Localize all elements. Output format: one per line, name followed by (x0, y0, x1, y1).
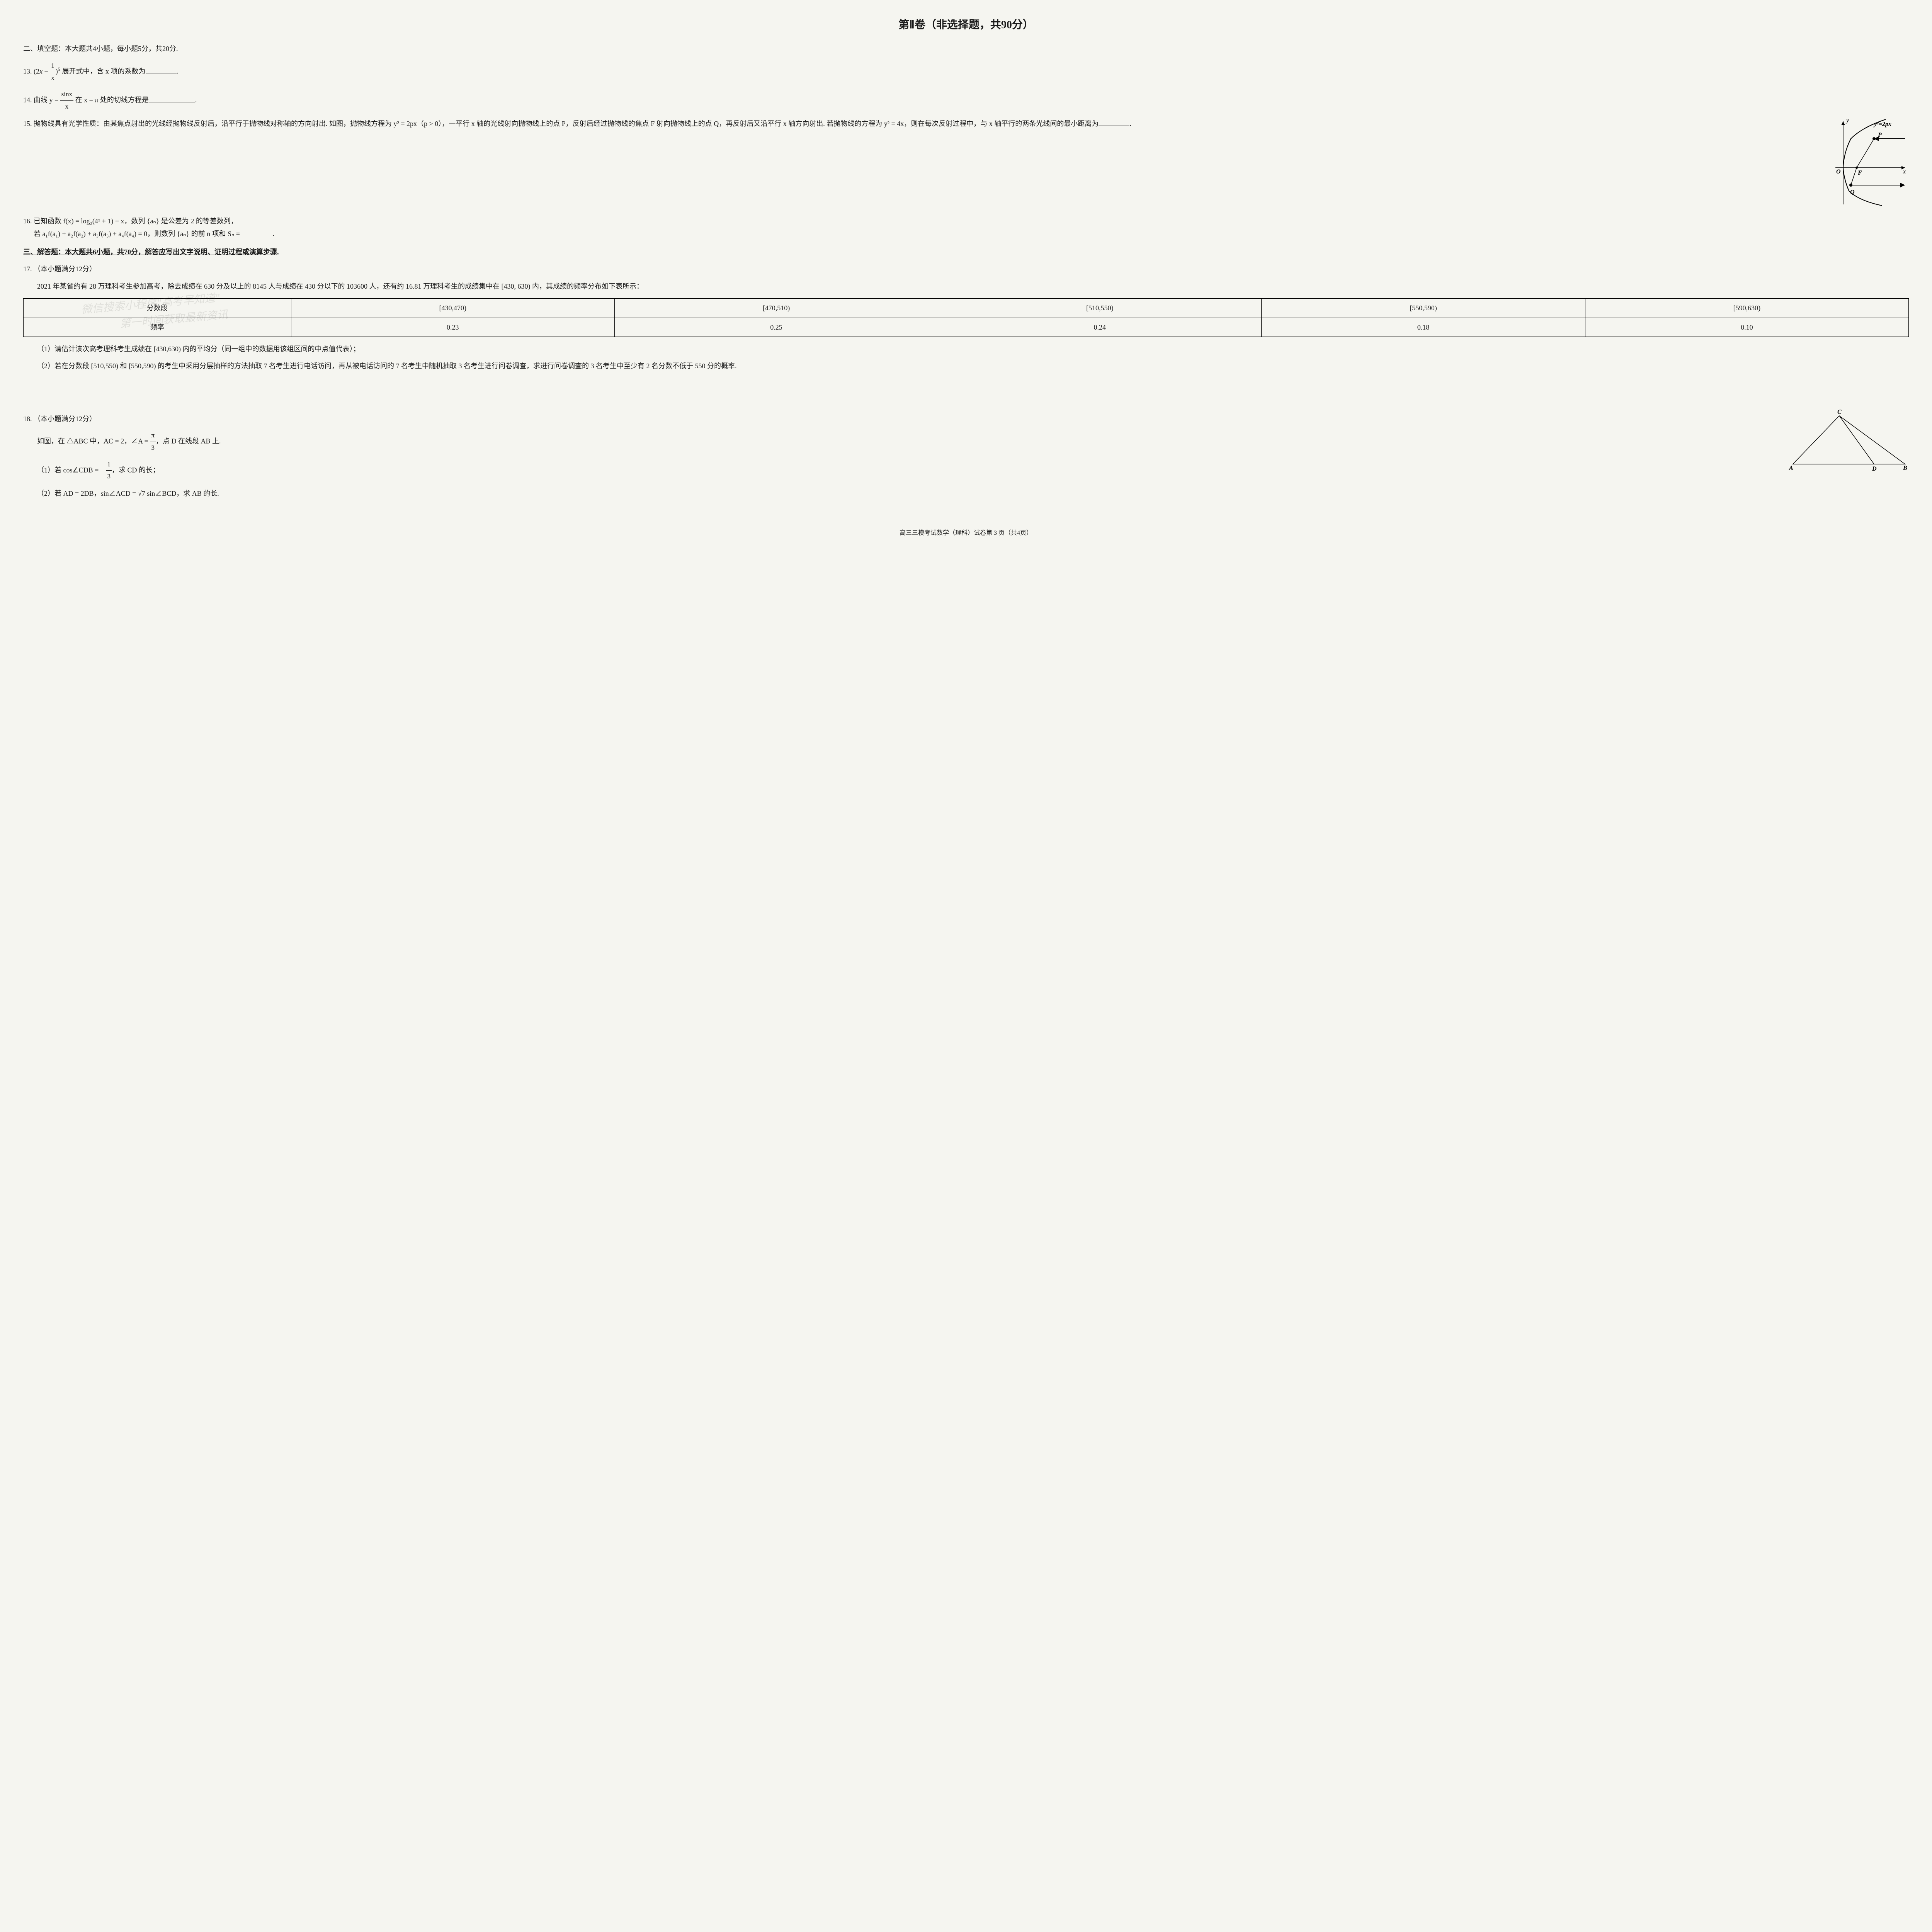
q18-intro: 如图，在 △ABC 中，AC = 2，∠A = π3，点 D 在线段 AB 上. (37, 430, 1777, 454)
q14-text1: 在 x = π 处的切线方程是 (73, 96, 149, 104)
q17-table: 分数段 [430,470) [470,510) [510,550) [550,5… (23, 298, 1909, 337)
col-4: [590,630) (1585, 299, 1908, 318)
parabola-svg: y x P F Q O y²=2px (1824, 117, 1909, 206)
q15-blank (1099, 117, 1129, 126)
q14-frac-num: sinx (60, 88, 74, 101)
q18-header: 18. （本小题满分12分） (23, 413, 1777, 425)
q18-intro-p2: ，点 D 在线段 AB 上. (156, 437, 221, 445)
col-3: [550,590) (1262, 299, 1585, 318)
q18-fig-B: B (1903, 465, 1907, 471)
q13-text: 展开式中，含 x 项的系数为 (60, 67, 146, 75)
q18-fig-A: A (1789, 465, 1793, 471)
q14-label: 14. 曲线 y = (23, 96, 60, 104)
q15-fig-x: x (1903, 168, 1906, 175)
q13-var: x (39, 67, 43, 75)
q15-fig-P: P (1878, 132, 1882, 138)
page-title: 第Ⅱ卷（非选择题，共90分） (23, 15, 1909, 35)
q13-frac-num: 1 (50, 60, 56, 72)
question-17-header: 17. （本小题满分12分） (23, 263, 1909, 275)
q14-frac-den: x (60, 101, 74, 113)
q18-sub1: （1）若 cos∠CDB = − 13，求 CD 的长； (37, 459, 1777, 483)
q15-fig-O: O (1836, 168, 1841, 175)
question-14: 14. 曲线 y = sinxx 在 x = π 处的切线方程是. (23, 88, 1909, 113)
q15-fig-eq: y²=2px (1873, 121, 1891, 128)
q17-sub1: （1）请估计该次高考理科考生成绩在 [430,630) 内的平均分（同一组中的数… (23, 343, 1909, 355)
page-footer: 高三三模考试数学（理科）试卷第 3 页（共4页） (23, 528, 1909, 539)
table-row: 频率 0.23 0.25 0.24 0.18 0.10 (24, 318, 1909, 337)
col-2: [510,550) (938, 299, 1262, 318)
col-0: [430,470) (291, 299, 614, 318)
table-row: 分数段 [430,470) [470,510) [510,550) [550,5… (24, 299, 1909, 318)
q15-fig-y: y (1845, 117, 1849, 124)
q15-text-wrap: 15. 抛物线具有光学性质：由其焦点射出的光线经抛物线反射后，沿平行于抛物线对称… (23, 117, 1818, 130)
q13-blank (146, 65, 177, 74)
question-15: 15. 抛物线具有光学性质：由其焦点射出的光线经抛物线反射后，沿平行于抛物线对称… (23, 117, 1909, 210)
q18-sub1-p1: （1）若 cos∠CDB = − (37, 466, 106, 474)
q15-text: 15. 抛物线具有光学性质：由其焦点射出的光线经抛物线反射后，沿平行于抛物线对称… (23, 120, 1099, 128)
col-1: [470,510) (614, 299, 938, 318)
q18-frac-num: π (150, 430, 156, 442)
section2-header: 二、填空题：本大题共4小题，每小题5分，共20分. (23, 43, 1909, 55)
q18-sub1-p2: ，求 CD 的长； (112, 466, 160, 474)
q16-text1: 16. 已知函数 f(x) = log₂(4ˣ + 1) − x，数列 {aₙ}… (23, 215, 1909, 227)
q18-sub1-frac: 13 (106, 459, 112, 483)
q13-frac-den: x (50, 72, 56, 84)
q13-label: 13. (2 (23, 67, 39, 75)
section3-header: 三、解答题：本大题共6小题，共70分，解答应写出文字说明、证明过程或演算步骤. (23, 246, 1909, 258)
question-18: 18. （本小题满分12分） 如图，在 △ABC 中，AC = 2，∠A = π… (23, 408, 1909, 505)
q16-blank (242, 228, 272, 236)
q14-period: . (195, 96, 197, 104)
q18-intro-p1: 如图，在 △ABC 中，AC = 2，∠A = (37, 437, 150, 445)
q18-fig-C: C (1837, 409, 1842, 415)
q18-fig-D: D (1872, 466, 1877, 472)
q13-minus: − (43, 67, 50, 75)
q18-sub1-frac-num: 1 (106, 459, 112, 471)
q14-frac: sinxx (60, 88, 74, 113)
triangle-svg: A B C D (1785, 408, 1909, 474)
q15-fig-Q: Q (1850, 189, 1855, 196)
q18-sub2: （2）若 AD = 2DB，sin∠ACD = √7 sin∠BCD，求 AB … (37, 487, 1777, 500)
freq-2: 0.24 (938, 318, 1262, 337)
q18-sub1-frac-den: 3 (106, 471, 112, 483)
q17-intro: 2021 年某省约有 28 万理科考生参加高考，除去成绩在 630 分及以上的 … (23, 280, 1909, 293)
question-13: 13. (2x − 1x)5 展开式中，含 x 项的系数为. (23, 60, 1909, 84)
q18-figure: A B C D (1785, 408, 1909, 478)
q16-text2: 若 a₁f(a₁) + a₂f(a₂) + a₃f(a₃) + a₄f(a₄) … (34, 230, 242, 238)
freq-4: 0.10 (1585, 318, 1908, 337)
q13-period: . (177, 67, 179, 75)
q15-figure: y x P F Q O y²=2px (1824, 117, 1909, 210)
question-16: 16. 已知函数 f(x) = log₂(4ˣ + 1) − x，数列 {aₙ}… (23, 215, 1909, 240)
q18-frac: π3 (150, 430, 156, 454)
q18-frac-den: 3 (150, 442, 156, 454)
freq-0: 0.23 (291, 318, 614, 337)
freq-1: 0.25 (614, 318, 938, 337)
q17-sub2: （2）若在分数段 [510,550) 和 [550,590) 的考生中采用分层抽… (23, 360, 1909, 372)
q14-blank (149, 94, 195, 102)
row2-label: 频率 (24, 318, 291, 337)
q16-period: . (272, 230, 274, 238)
q15-period: . (1129, 120, 1131, 128)
q15-fig-F: F (1857, 170, 1862, 176)
row1-label: 分数段 (24, 299, 291, 318)
freq-3: 0.18 (1262, 318, 1585, 337)
q13-frac: 1x (50, 60, 56, 84)
